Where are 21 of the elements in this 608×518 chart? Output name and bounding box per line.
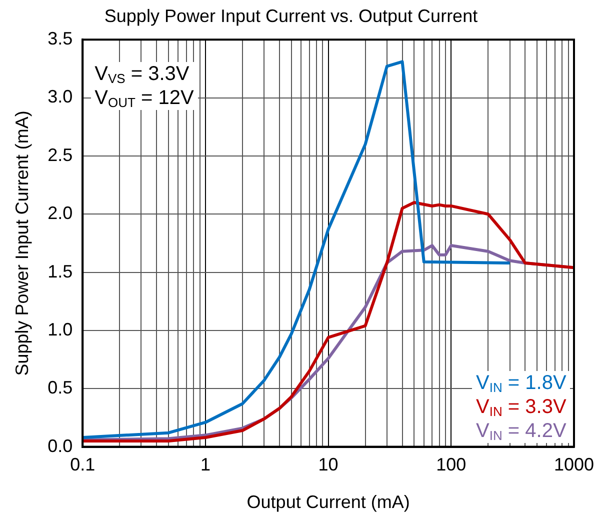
x-axis-title: Output Current (mA) — [246, 492, 410, 512]
y-axis-title: Supply Power Input Current (mA) — [12, 110, 32, 376]
y-tick-label: 2.5 — [48, 144, 73, 165]
y-tick-label: 0.5 — [48, 378, 73, 398]
x-tick-label: 10 — [318, 454, 338, 475]
x-tick-label: 1 — [200, 454, 210, 475]
y-tick-label: 0.0 — [48, 436, 73, 456]
y-tick-label: 1.5 — [48, 261, 73, 282]
chart-title: Supply Power Input Current vs. Output Current — [104, 6, 478, 26]
annotation: V$_{VS}$ = 3.3V — [94, 62, 190, 86]
text: V$_{IN}$ = 1.8V — [476, 370, 566, 395]
x-tick-label: 100 — [436, 454, 466, 475]
x-tick-label: 0.1 — [70, 454, 96, 475]
y-tick-label: 2.0 — [48, 203, 73, 224]
text: V$_{IN}$ = 4.2V — [476, 418, 566, 443]
y-tick-label: 1.0 — [48, 319, 73, 340]
x-tick-label: 1000 — [554, 454, 594, 475]
text: V$_{IN}$ = 3.3V — [476, 394, 566, 419]
y-tick-label: 3.0 — [48, 86, 73, 107]
y-tick-label: 3.5 — [48, 28, 73, 49]
annotation: V$_{OUT}$ = 12V — [94, 86, 194, 110]
